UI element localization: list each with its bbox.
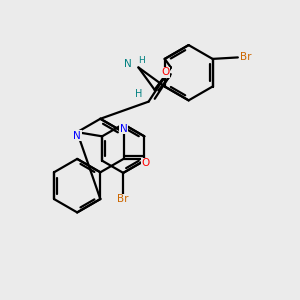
Text: N: N xyxy=(124,59,132,70)
Text: Br: Br xyxy=(240,52,252,62)
Text: N: N xyxy=(73,131,81,141)
Text: O: O xyxy=(142,158,150,168)
Text: N: N xyxy=(120,124,128,134)
Text: H: H xyxy=(135,89,142,99)
Text: O: O xyxy=(161,68,169,77)
Text: H: H xyxy=(139,56,145,65)
Text: Br: Br xyxy=(118,194,129,204)
